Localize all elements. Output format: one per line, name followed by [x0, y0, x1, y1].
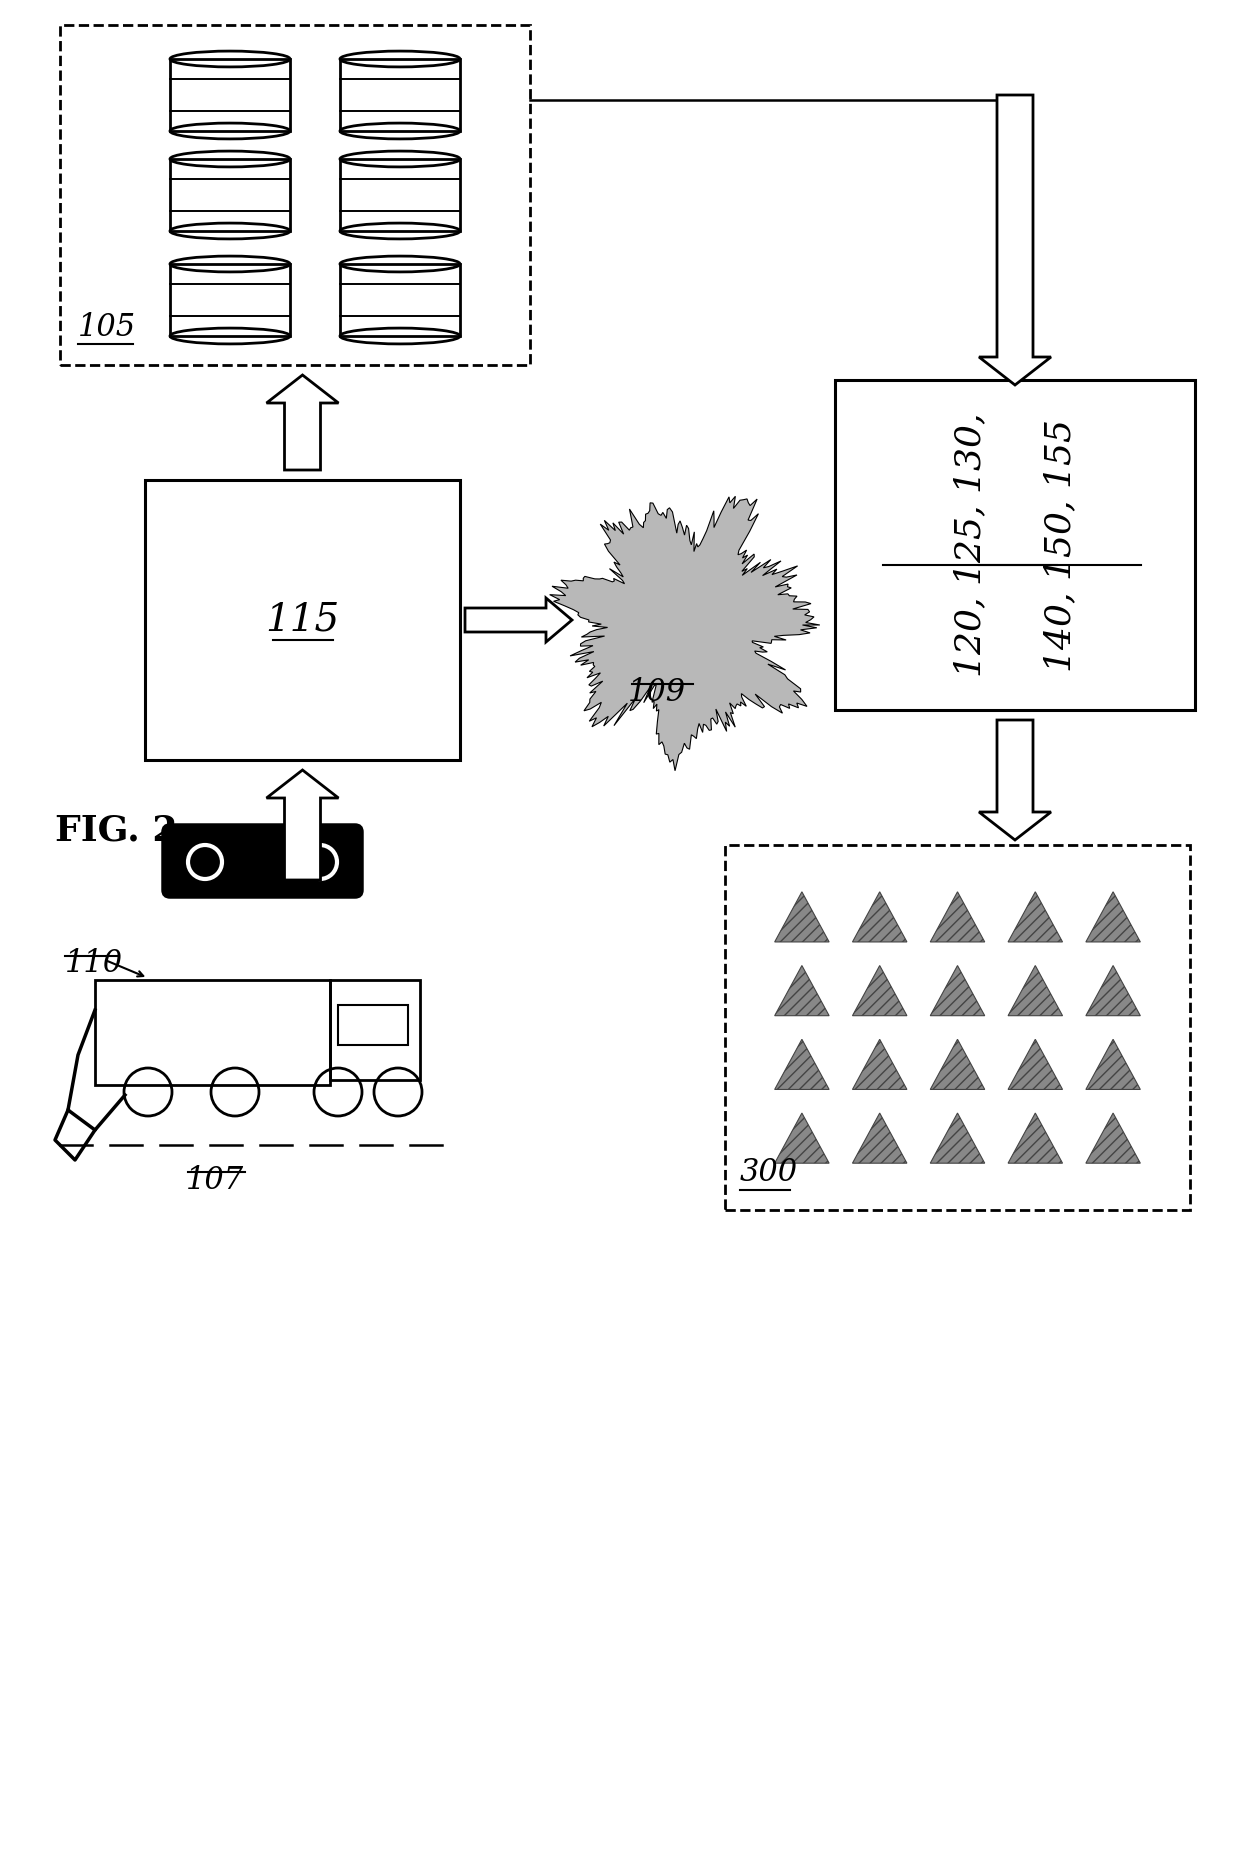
Bar — [95, 980, 330, 1086]
Polygon shape — [775, 965, 830, 1015]
Polygon shape — [980, 721, 1052, 839]
Bar — [339, 1004, 408, 1045]
Polygon shape — [1008, 891, 1063, 941]
Polygon shape — [267, 771, 339, 880]
Bar — [835, 380, 1195, 710]
Text: FIG. 2: FIG. 2 — [55, 813, 177, 847]
Polygon shape — [930, 1040, 985, 1090]
Text: 110: 110 — [64, 949, 123, 978]
Polygon shape — [852, 1040, 906, 1090]
Text: 109: 109 — [627, 676, 686, 708]
Polygon shape — [852, 891, 906, 941]
Polygon shape — [775, 1114, 830, 1164]
Bar — [340, 263, 460, 335]
Polygon shape — [1008, 965, 1063, 1015]
Text: 300: 300 — [740, 1156, 799, 1188]
Polygon shape — [930, 1114, 985, 1164]
Bar — [145, 480, 460, 760]
Polygon shape — [852, 1114, 906, 1164]
Polygon shape — [1008, 1040, 1063, 1090]
Polygon shape — [1086, 1040, 1141, 1090]
Polygon shape — [980, 95, 1052, 385]
Text: 120, 125, 130,: 120, 125, 130, — [954, 413, 987, 676]
Circle shape — [303, 845, 337, 878]
Bar — [170, 59, 290, 132]
Polygon shape — [267, 374, 339, 471]
Bar — [340, 59, 460, 132]
Bar — [170, 159, 290, 232]
Polygon shape — [465, 599, 572, 641]
Text: 107: 107 — [186, 1166, 244, 1195]
Bar — [725, 845, 1190, 1210]
Polygon shape — [1008, 1114, 1063, 1164]
Polygon shape — [852, 965, 906, 1015]
Text: 140, 150, 155: 140, 150, 155 — [1043, 419, 1078, 671]
Bar — [340, 159, 460, 232]
Polygon shape — [930, 965, 985, 1015]
Polygon shape — [775, 1040, 830, 1090]
Polygon shape — [549, 497, 820, 771]
FancyBboxPatch shape — [162, 825, 362, 897]
Polygon shape — [1086, 1114, 1141, 1164]
Bar — [60, 24, 529, 365]
Polygon shape — [775, 891, 830, 941]
Text: 115: 115 — [265, 602, 340, 639]
Text: 105: 105 — [78, 311, 136, 343]
Polygon shape — [1086, 891, 1141, 941]
Circle shape — [188, 845, 222, 878]
Polygon shape — [930, 891, 985, 941]
Bar — [170, 263, 290, 335]
Polygon shape — [1086, 965, 1141, 1015]
Bar — [330, 980, 420, 1080]
